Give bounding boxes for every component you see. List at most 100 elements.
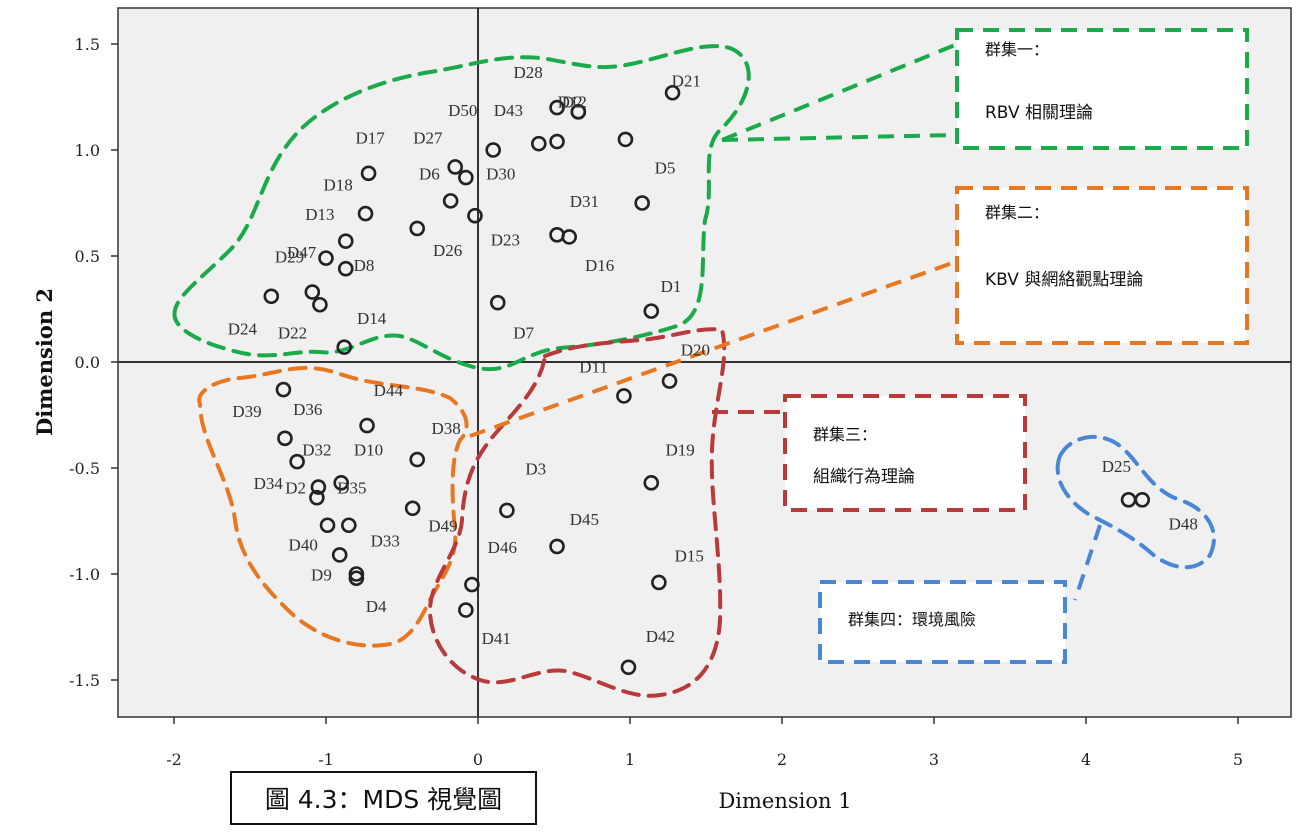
data-point (359, 417, 375, 434)
cluster-title: 群集四：環境風險 (848, 610, 976, 629)
point-label: D43 (494, 101, 523, 120)
data-point (617, 131, 634, 148)
data-point (289, 453, 305, 470)
zero-axes (118, 8, 1291, 717)
point-label: D12 (558, 93, 587, 112)
y-tick-label: 0.0 (75, 353, 100, 372)
axis-ticks: -2 -1 0 1 2 3 4 5 1.5 1.0 0.5 0.0 -0.5 -1.0 -1.5 (69, 35, 1243, 769)
data-point (464, 576, 480, 593)
point-label: D33 (371, 531, 400, 550)
point-label: D50 (448, 101, 477, 120)
data-point (275, 381, 292, 398)
data-point (1134, 491, 1151, 508)
data-point (549, 538, 565, 555)
x-tick-label: 3 (929, 750, 939, 769)
y-tick-label: -1.0 (69, 565, 100, 584)
data-point (620, 659, 637, 676)
cluster-subtitle: KBV 與網絡觀點理論 (985, 270, 1143, 290)
point-label: D7 (513, 324, 534, 343)
data-point (458, 169, 474, 186)
point-label: D31 (570, 192, 599, 211)
data-point (549, 99, 565, 116)
data-point (549, 133, 565, 150)
cluster-box-4 (818, 580, 1067, 664)
cluster-connector (721, 133, 956, 142)
data-point (319, 517, 336, 534)
point-label: D27 (413, 129, 443, 148)
x-tick-label: 1 (625, 750, 635, 769)
point-label: D38 (431, 419, 460, 438)
point-label: D48 (1169, 514, 1198, 533)
data-point (485, 142, 502, 158)
point-label: D13 (305, 205, 334, 224)
x-tick-label: 4 (1081, 750, 1091, 769)
x-axis-title: Dimension 1 (718, 789, 851, 813)
cluster-connector (469, 260, 956, 438)
data-point (263, 288, 280, 305)
point-label: D44 (374, 381, 404, 400)
x-tick-label: -2 (166, 750, 182, 769)
point-label: D29 (275, 247, 304, 266)
data-point (409, 451, 426, 468)
point-label: D25 (1102, 457, 1131, 476)
point-label: D16 (585, 256, 614, 275)
point-label: D42 (646, 627, 675, 646)
data-point (634, 195, 650, 211)
point-label: D32 (302, 440, 331, 459)
cluster-outline-2 (197, 366, 469, 648)
cluster-connector-lines (469, 43, 1102, 601)
point-label: D35 (337, 478, 366, 497)
y-tick-label: 1.0 (75, 141, 100, 160)
point-label: D23 (491, 230, 520, 249)
data-point (447, 159, 464, 175)
point-label: D34 (254, 474, 284, 493)
data-point (664, 84, 681, 101)
data-point (499, 502, 515, 519)
point-label: D40 (289, 536, 318, 555)
data-point (409, 220, 426, 237)
point-label: D24 (228, 319, 258, 338)
x-tick-label: 5 (1233, 750, 1243, 769)
data-point (360, 165, 377, 182)
point-label: D30 (486, 165, 515, 184)
point-label: D21 (672, 71, 701, 90)
point-label: D5 (655, 158, 676, 177)
y-tick-label: 1.5 (75, 35, 100, 54)
data-points (263, 84, 1151, 676)
point-label: D47 (287, 243, 317, 262)
point-label: D8 (354, 256, 375, 275)
point-label: D11 (579, 358, 608, 377)
data-point (489, 294, 506, 311)
point-label: D18 (324, 175, 353, 194)
point-label: D41 (482, 629, 511, 648)
data-point (277, 430, 293, 447)
point-label: D17 (355, 129, 385, 148)
point-label: D28 (514, 63, 543, 82)
y-tick-label: 0.5 (75, 247, 100, 266)
data-point (570, 104, 587, 120)
point-label: D14 (357, 309, 387, 328)
data-point (651, 574, 667, 591)
data-point (340, 517, 357, 534)
cluster-outline-3 (427, 327, 727, 698)
x-tick-label: 2 (777, 750, 787, 769)
data-point (348, 570, 365, 587)
point-label: D46 (488, 538, 517, 557)
point-label: D1 (661, 277, 682, 296)
point-label: D49 (428, 517, 457, 536)
cluster-title: 群集三： (813, 425, 877, 444)
data-point (442, 193, 459, 209)
data-point (312, 296, 328, 313)
point-label: D45 (570, 510, 599, 529)
figure-caption: 圖 4.3：MDS 視覺圖 (230, 771, 537, 825)
data-point (304, 284, 321, 300)
data-point (318, 250, 334, 266)
data-point (561, 229, 578, 245)
point-label: D36 (293, 400, 322, 419)
cluster-title: 群集一： (985, 40, 1049, 59)
point-label: D6 (419, 165, 440, 184)
x-tick-label: 0 (473, 750, 483, 769)
